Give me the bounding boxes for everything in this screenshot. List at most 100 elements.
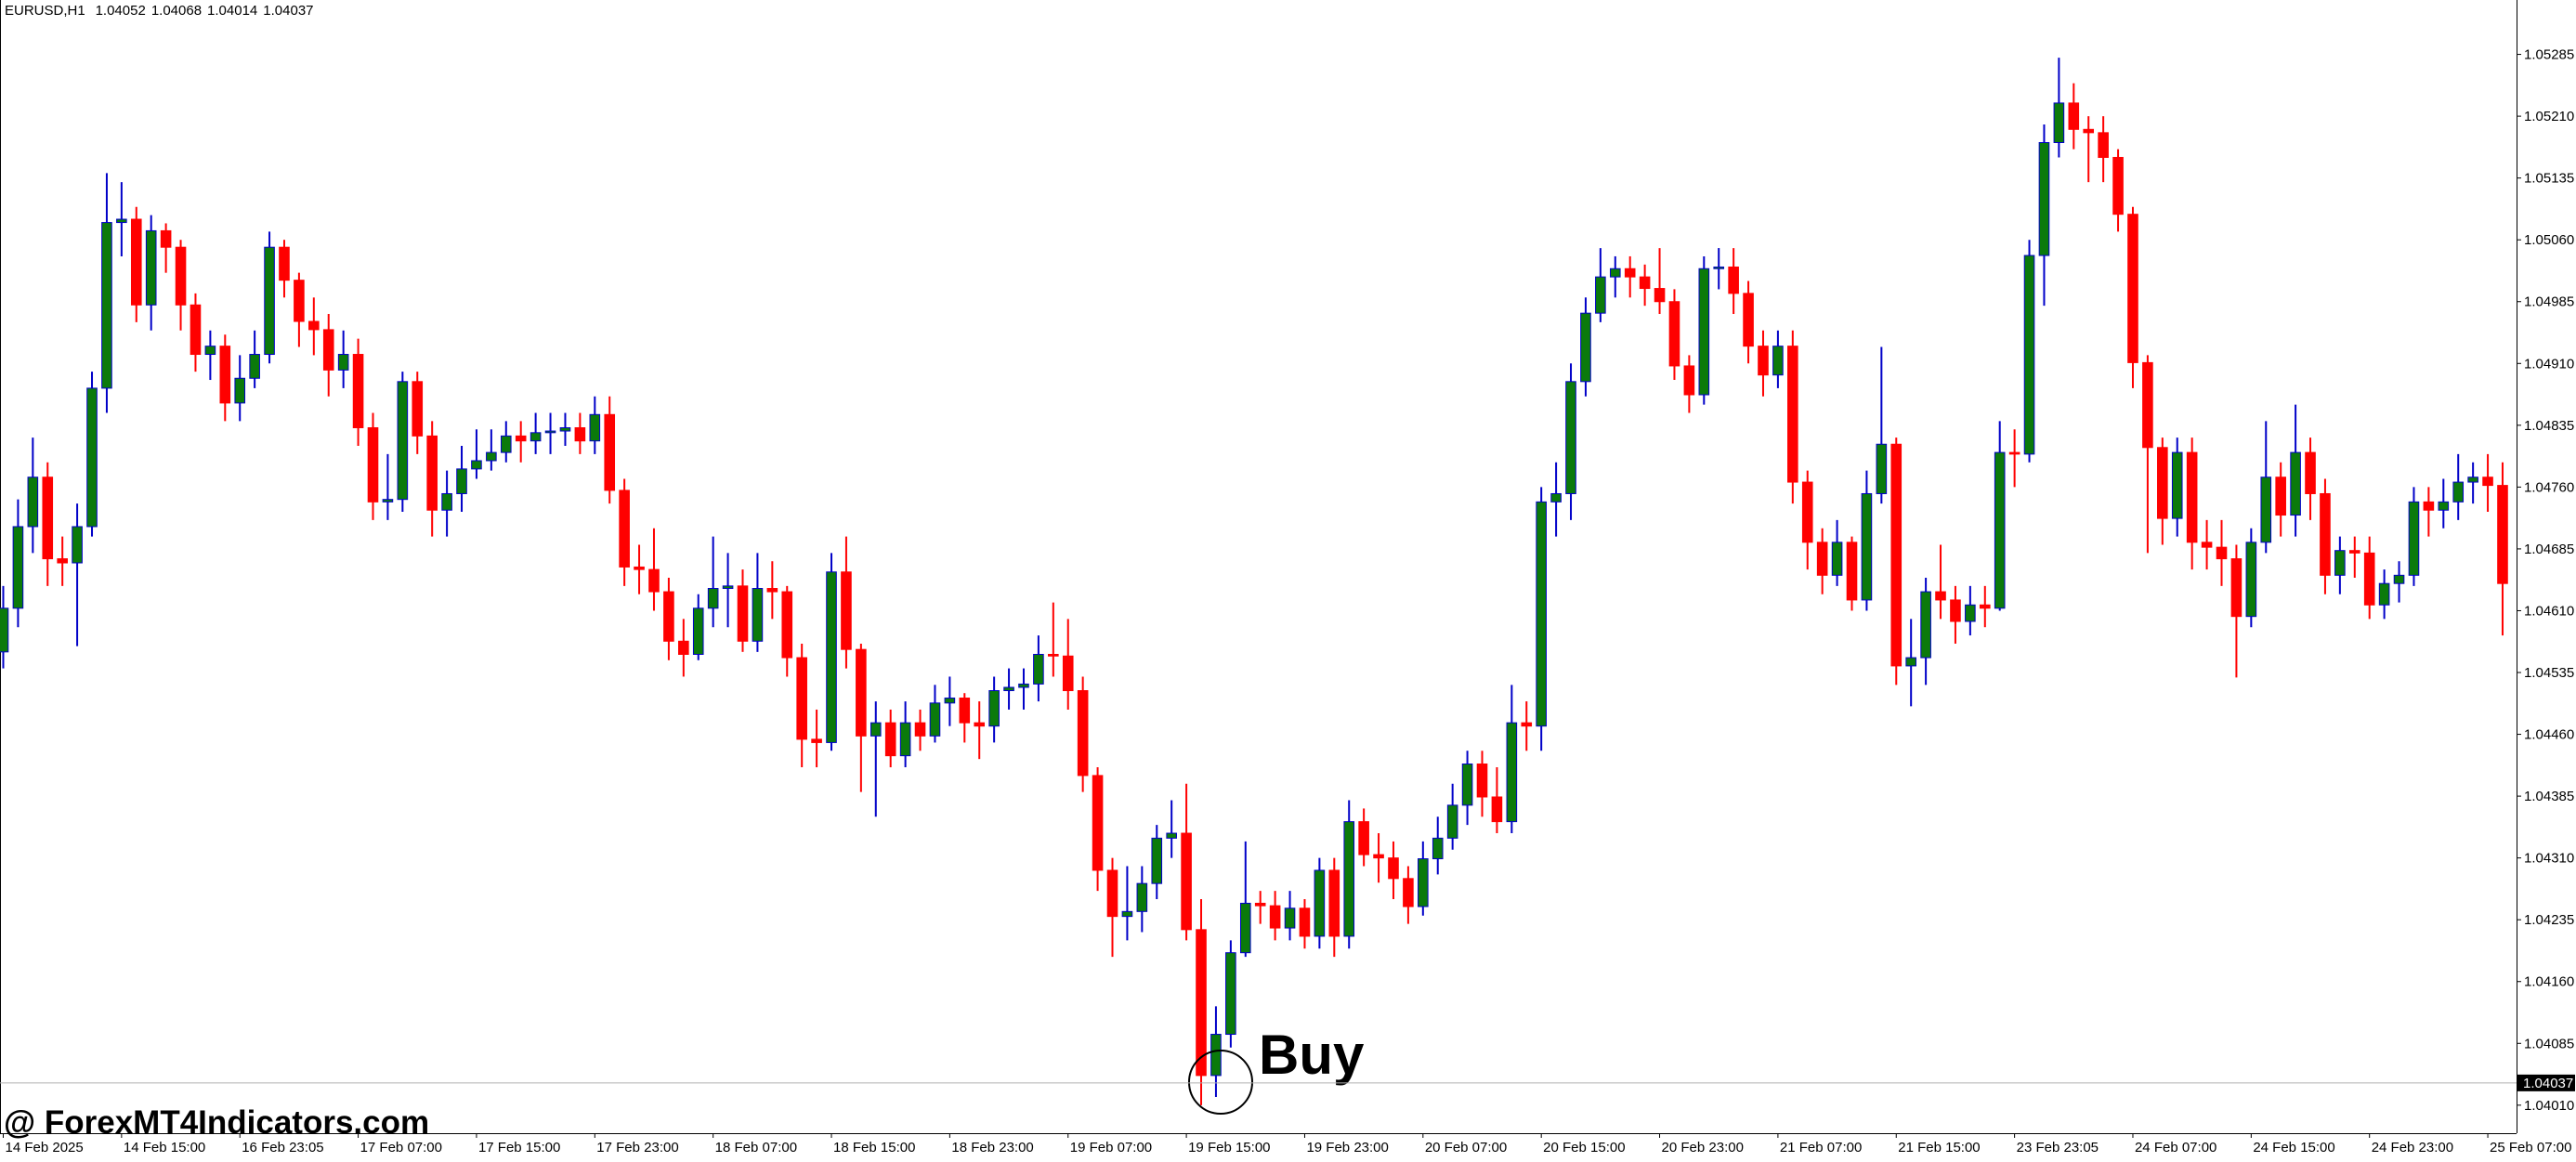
candle-body (1624, 268, 1636, 278)
symbol: EURUSD,H1 (5, 3, 85, 19)
candle-body (1048, 653, 1059, 657)
candle-body (1639, 276, 1651, 290)
candle-body (2348, 550, 2360, 554)
y-tick-label: 1.05060 (2524, 232, 2574, 248)
candle-body (2127, 214, 2138, 363)
candle-body (1062, 655, 1074, 692)
candle-body (914, 722, 926, 737)
candle-body (988, 690, 1000, 727)
candle-body (796, 657, 807, 740)
candle-body (648, 568, 660, 593)
candle-body (1225, 952, 1236, 1036)
x-tick-label: 20 Feb 23:00 (1662, 1140, 1744, 1155)
candle-body (1536, 501, 1547, 727)
candle-body (884, 722, 896, 757)
header-low: 1.04014 (207, 3, 257, 19)
candle-body (707, 588, 719, 609)
candle-body (1358, 821, 1369, 855)
candle-body (2452, 481, 2465, 503)
candle-body (1950, 599, 1961, 622)
candle-body (57, 558, 68, 564)
candle-body (1668, 301, 1680, 367)
candle-body (471, 460, 482, 470)
candle-body (841, 571, 852, 650)
candle-body (2334, 550, 2346, 576)
candle-body (2275, 477, 2286, 516)
y-tick-label: 1.05285 (2524, 47, 2574, 63)
y-tick-label: 1.04685 (2524, 542, 2574, 557)
candle-body (1491, 796, 1503, 823)
candle-body (1831, 542, 1843, 576)
candle-body (2245, 542, 2257, 618)
candle-body (1876, 443, 1888, 494)
candle-body (1905, 657, 1916, 667)
candle-body (1758, 346, 1769, 376)
candle-body (692, 607, 704, 655)
y-tick-label: 1.04535 (2524, 665, 2574, 681)
candle-body (204, 346, 216, 356)
candle-body (1580, 312, 1591, 383)
candle-body (1196, 929, 1207, 1077)
candle-body (86, 387, 98, 528)
header-open: 1.04052 (96, 3, 146, 19)
candle-body (2393, 574, 2405, 584)
candle-body (2186, 451, 2198, 543)
y-tick-label: 1.05135 (2524, 171, 2574, 187)
candle-body (604, 413, 616, 491)
candle-body (1816, 542, 1828, 576)
candle-body (2083, 128, 2095, 134)
candle-body (1565, 381, 1576, 494)
candle-body (811, 738, 822, 743)
candle-body (441, 492, 452, 511)
chart-header: EURUSD,H1 1.04052 1.04068 1.04014 1.04037 (5, 3, 314, 19)
candle-body (515, 435, 527, 442)
candle-body (382, 499, 394, 503)
candle-body (1239, 902, 1251, 954)
candle-body (337, 354, 349, 371)
candle-body (1136, 882, 1148, 912)
candle-body (456, 468, 467, 494)
candle-body (1550, 492, 1562, 503)
y-tick-label: 1.04010 (2524, 1098, 2574, 1114)
candle-body (1683, 365, 1695, 396)
y-tick-label: 1.04760 (2524, 479, 2574, 495)
y-tick-label: 1.04610 (2524, 603, 2574, 619)
candle-body (264, 246, 275, 356)
candle-body (2201, 542, 2213, 548)
candle-body (530, 432, 542, 442)
candle-body (1743, 293, 1754, 347)
x-tick-label: 24 Feb 23:00 (2372, 1140, 2453, 1155)
candle-body (2467, 477, 2478, 483)
candle-body (737, 585, 749, 642)
x-tick-label: 20 Feb 15:00 (1543, 1140, 1625, 1155)
candle-body (500, 435, 512, 453)
candle-body (574, 426, 586, 442)
candle-body (1018, 683, 1029, 688)
candle-body (559, 426, 571, 432)
candle-body (2423, 501, 2435, 511)
candle-body (12, 526, 24, 609)
candle-body (1092, 775, 1104, 871)
candle-body (1151, 837, 1163, 884)
candle-body (856, 648, 867, 737)
x-tick-label: 14 Feb 15:00 (124, 1140, 205, 1155)
candle-body (2112, 156, 2124, 215)
candle-body (1033, 653, 1044, 685)
candle-body (2142, 361, 2153, 449)
y-tick-label: 1.04085 (2524, 1036, 2574, 1051)
y-tick-label: 1.04235 (2524, 912, 2574, 928)
candle-body (2157, 447, 2168, 519)
candle-body (1979, 604, 1991, 609)
candle-body (1476, 764, 1488, 798)
candle-body (116, 218, 127, 224)
x-tick-label: 24 Feb 15:00 (2253, 1140, 2334, 1155)
candle-body (678, 640, 689, 655)
candle-body (352, 354, 364, 428)
candle-body (72, 526, 83, 564)
x-tick-label: 17 Feb 07:00 (360, 1140, 442, 1155)
header-high: 1.04068 (151, 3, 202, 19)
x-tick-label: 18 Feb 07:00 (715, 1140, 797, 1155)
candle-body (1609, 268, 1621, 278)
